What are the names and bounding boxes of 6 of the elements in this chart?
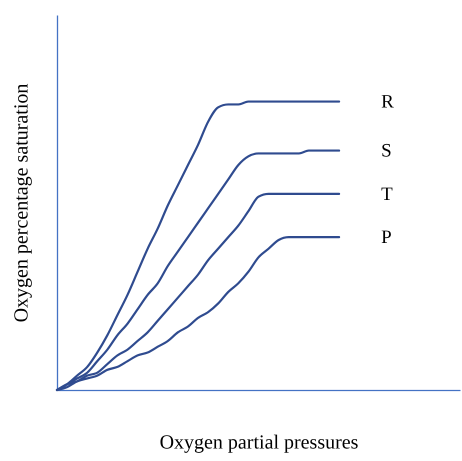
text: S xyxy=(381,140,392,162)
x-axis-title: Oxygen partial pressures xyxy=(160,432,359,454)
text: R xyxy=(381,92,394,113)
text: P xyxy=(381,227,392,248)
y-axis-title: Oxygen percentage saturation xyxy=(10,84,32,322)
text: T xyxy=(381,184,394,205)
